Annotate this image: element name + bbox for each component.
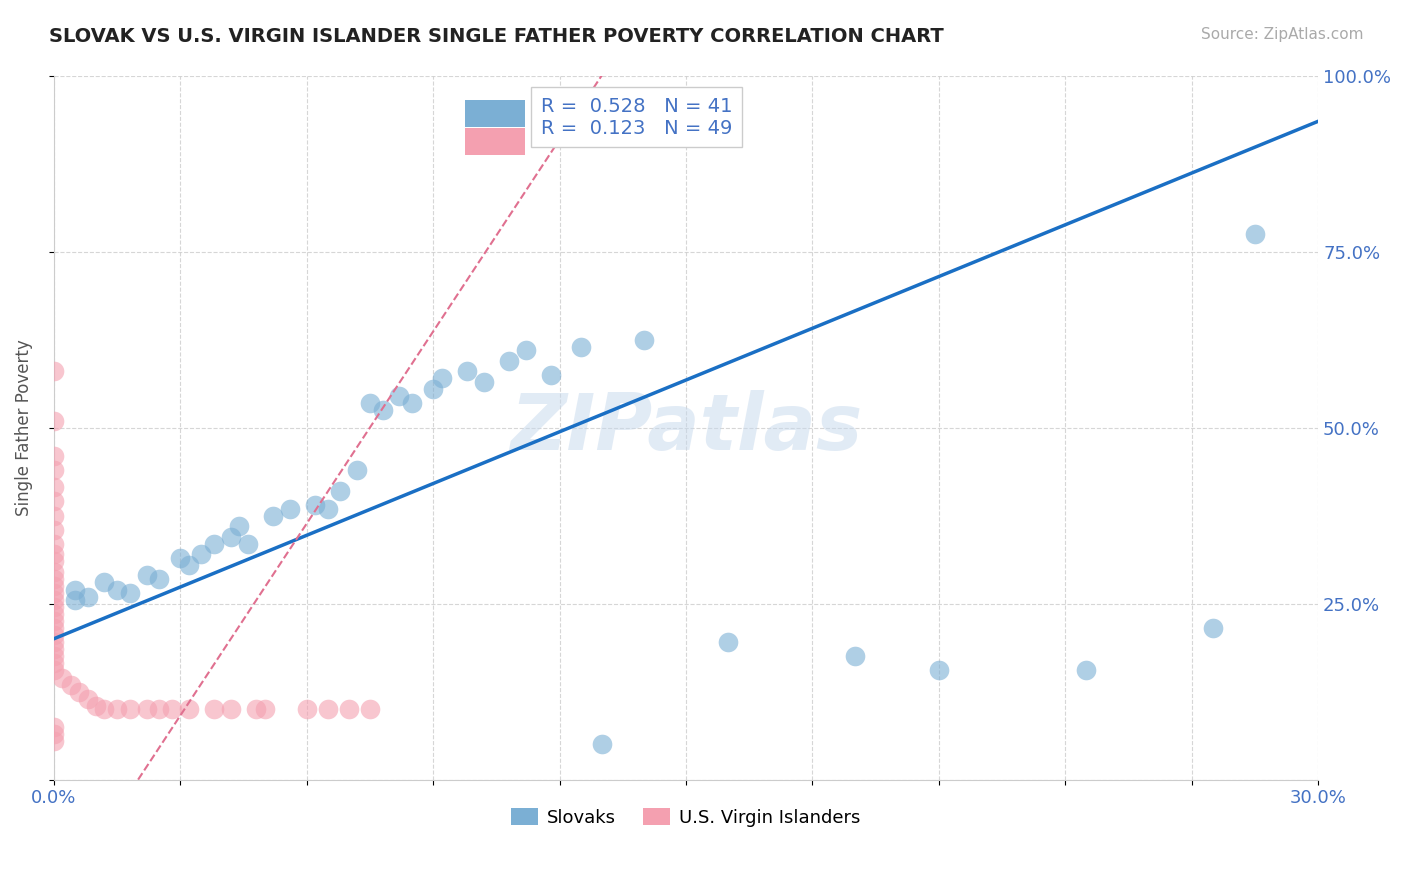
Point xyxy=(177,702,200,716)
Point xyxy=(371,403,394,417)
Point xyxy=(148,702,170,716)
Point xyxy=(42,614,65,628)
Point xyxy=(569,340,592,354)
Point xyxy=(42,657,65,671)
Legend: Slovaks, U.S. Virgin Islanders: Slovaks, U.S. Virgin Islanders xyxy=(503,801,868,834)
Point xyxy=(42,463,65,477)
Point xyxy=(42,720,65,734)
Point xyxy=(219,530,242,544)
Point xyxy=(135,702,157,716)
Point xyxy=(359,396,381,410)
Point xyxy=(295,702,318,716)
Point xyxy=(262,508,284,523)
Point xyxy=(304,498,326,512)
Point xyxy=(717,635,740,649)
Point xyxy=(346,463,368,477)
Point xyxy=(42,593,65,607)
Point xyxy=(316,702,339,716)
Point xyxy=(148,572,170,586)
Point xyxy=(42,449,65,463)
Point xyxy=(63,582,86,597)
Point xyxy=(245,702,267,716)
Point xyxy=(105,582,128,597)
Point xyxy=(42,621,65,635)
Point xyxy=(169,550,191,565)
Point xyxy=(42,579,65,593)
Point xyxy=(93,702,115,716)
Point xyxy=(190,547,212,561)
Point xyxy=(591,738,613,752)
Point xyxy=(202,702,225,716)
Point xyxy=(160,702,183,716)
Point xyxy=(42,547,65,561)
Point xyxy=(59,677,82,691)
Point xyxy=(93,575,115,590)
Point xyxy=(430,371,453,385)
FancyBboxPatch shape xyxy=(465,128,526,155)
Text: ZIPatlas: ZIPatlas xyxy=(510,390,862,466)
Point xyxy=(42,607,65,622)
Point xyxy=(118,586,141,600)
Point xyxy=(236,537,259,551)
Point xyxy=(51,671,73,685)
Point xyxy=(67,684,90,698)
Point xyxy=(1076,664,1098,678)
Point xyxy=(42,649,65,664)
Point xyxy=(388,389,411,403)
Point xyxy=(278,501,301,516)
Point xyxy=(135,568,157,582)
Text: R =  0.528   N = 41
R =  0.123   N = 49: R = 0.528 N = 41 R = 0.123 N = 49 xyxy=(540,96,733,137)
Point xyxy=(105,702,128,716)
FancyBboxPatch shape xyxy=(465,100,526,127)
Point xyxy=(42,727,65,741)
Point xyxy=(928,664,950,678)
Point xyxy=(456,364,478,378)
Point xyxy=(42,572,65,586)
Point xyxy=(42,565,65,579)
Point xyxy=(219,702,242,716)
Point xyxy=(42,635,65,649)
Point xyxy=(337,702,360,716)
Point xyxy=(515,343,537,358)
Point xyxy=(42,642,65,657)
Point xyxy=(42,664,65,678)
Text: SLOVAK VS U.S. VIRGIN ISLANDER SINGLE FATHER POVERTY CORRELATION CHART: SLOVAK VS U.S. VIRGIN ISLANDER SINGLE FA… xyxy=(49,27,943,45)
Point xyxy=(42,600,65,615)
Point xyxy=(76,691,98,706)
Point xyxy=(253,702,276,716)
Point xyxy=(633,333,655,347)
Point xyxy=(42,494,65,508)
Point xyxy=(498,353,520,368)
Point xyxy=(42,537,65,551)
Point xyxy=(42,628,65,642)
Point xyxy=(228,519,250,533)
Point xyxy=(42,480,65,494)
Point xyxy=(401,396,423,410)
Text: Source: ZipAtlas.com: Source: ZipAtlas.com xyxy=(1201,27,1364,42)
Point xyxy=(118,702,141,716)
Point xyxy=(42,508,65,523)
Point xyxy=(540,368,562,382)
Point xyxy=(63,593,86,607)
Y-axis label: Single Father Poverty: Single Father Poverty xyxy=(15,339,32,516)
Point xyxy=(422,382,444,396)
Point xyxy=(76,590,98,604)
Point xyxy=(177,558,200,572)
Point xyxy=(316,501,339,516)
Point xyxy=(42,364,65,378)
Point xyxy=(202,537,225,551)
Point xyxy=(84,698,107,713)
Point xyxy=(1244,227,1267,241)
Point xyxy=(1202,621,1225,635)
Point xyxy=(42,734,65,748)
Point xyxy=(359,702,381,716)
Point xyxy=(42,413,65,427)
Point xyxy=(844,649,866,664)
Point xyxy=(472,375,495,389)
Point xyxy=(42,523,65,537)
Point xyxy=(329,483,352,498)
Point xyxy=(42,586,65,600)
Point xyxy=(42,554,65,568)
